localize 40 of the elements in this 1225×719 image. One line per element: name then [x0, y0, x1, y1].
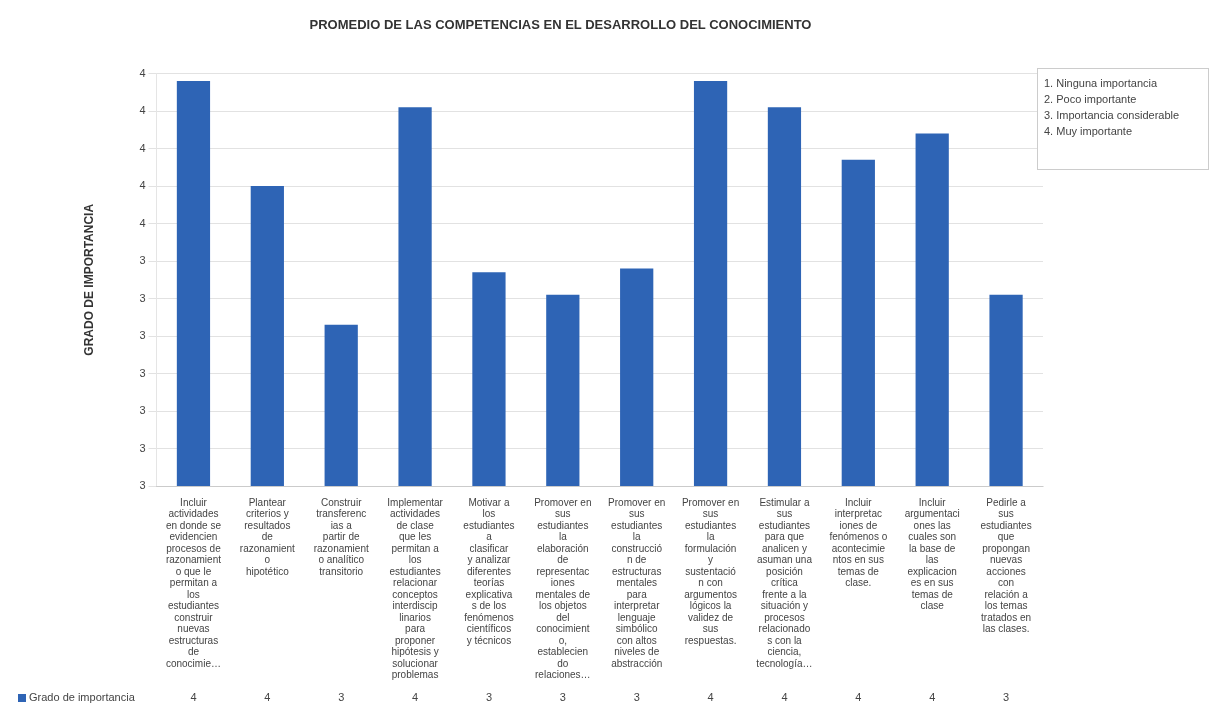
y-tick-label: 3 [139, 404, 146, 417]
data-label: 3 [559, 691, 566, 704]
data-label: 3 [485, 691, 493, 704]
data-label: 4 [190, 691, 197, 704]
y-tick-label: 3 [139, 291, 146, 304]
y-tick-label: 3 [139, 479, 146, 492]
category-label: Estimular a sus estudiantes para que analicen y asuman una posición crítica frente a la situación y procesos relacionados con la ciencia, tecnología… [756, 496, 813, 669]
data-label: 4 [264, 691, 271, 704]
y-tick-label: 4 [139, 179, 146, 192]
data-label: 3 [633, 691, 640, 704]
category-label: Promover en sus estudiantes la elaboración de representaciones mentales de los objetos del conocimiento, estableciendo relaciones… [534, 496, 592, 680]
data-label: 4 [929, 691, 936, 704]
x-tick-label: Construir transferencias a partir de razonamiento analítico transitorio [313, 496, 369, 577]
category-label: Incluir argumentaciones las cuales son la base de las explicaciones en sus temas de clase [904, 496, 960, 611]
category-label: Motivar a los estudiantes a clasificar y analizar diferentes teorías explicativas de los fenómenos científicos y técnicos [463, 496, 515, 646]
data-label: 4 [855, 691, 862, 704]
y-tick-label: 4 [139, 104, 146, 117]
y-tick-label: 3 [139, 366, 146, 379]
note-box: 1. Ninguna importancia 2. Poco importante 3. Importancia considerable 4. Muy importante [1037, 68, 1209, 170]
y-axis-title: GRADO DE IMPORTANCIA [81, 203, 96, 356]
data-label: 4 [781, 691, 788, 704]
data-label: 4 [707, 691, 714, 704]
y-tick-label: 3 [139, 329, 146, 342]
category-label: Promover en sus estudiantes la formulación y sustentación con argumentos lógicos la validez de sus respuestas. [681, 496, 740, 646]
category-label: Pedirle a sus estudiantes que propongan nuevas acciones con relación a los temas tratados en las clases. [980, 496, 1032, 634]
y-tick-label: 3 [139, 441, 146, 454]
legend-label: Grado de importancia [29, 691, 136, 704]
category-label: Implementar actividades de clase que les permitan a los estudiantes relacionar conceptos interdisciplinarios para proponer hipótesis y solucionar problemas [387, 496, 443, 680]
x-tick-label: Plantear criterios y resultados de razonamiento hipotético [239, 496, 296, 577]
y-tick-label: 3 [139, 254, 146, 267]
category-label: Incluir actividades en donde se evidencien procesos de razonamiento que le permitan a los estudiantes construir nuevas estructuras de conocimie… [165, 496, 221, 669]
category-label: Promover en sus estudiantes la construcción de estructuras mentales para interpretar lenguaje simbólico con altos niveles de abstracción [608, 496, 666, 669]
chart-title: PROMEDIO DE LAS COMPETENCIAS EN EL DESARROLLO DEL CONOCIMIENTO [309, 17, 812, 33]
data-label: 4 [412, 691, 419, 704]
data-label: 3 [1003, 691, 1010, 704]
y-tick-label: 4 [139, 141, 146, 154]
y-tick-label: 4 [139, 216, 146, 229]
data-label: 3 [338, 691, 345, 704]
y-tick-label: 4 [139, 66, 146, 79]
x-tick-label: Incluir interpretaciones de fenómenos o acontecimientos en sus temas de clase. [829, 496, 888, 588]
